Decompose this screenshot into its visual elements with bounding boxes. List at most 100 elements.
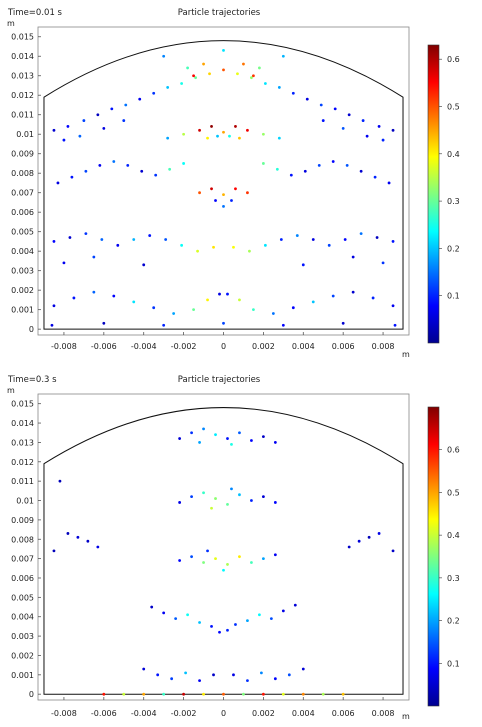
particle-point <box>222 48 225 52</box>
particle-point <box>303 169 307 173</box>
colorbar-tick-label: 0.1 <box>447 659 460 668</box>
domain-outline <box>43 40 404 330</box>
x-tick-label: -0.006 <box>91 342 117 351</box>
particle-point <box>277 136 281 140</box>
particle-point <box>190 431 193 435</box>
particle-point <box>142 692 146 696</box>
particle-point <box>122 692 126 696</box>
colorbar-tick-label: 0.2 <box>447 617 460 626</box>
particle-point <box>62 138 66 142</box>
particle-point <box>72 296 76 300</box>
y-tick-label: 0.003 <box>11 632 34 641</box>
particle-point <box>210 125 213 128</box>
particle-point <box>196 249 199 253</box>
y-tick-label: 0.004 <box>11 613 34 622</box>
x-unit-bottom: m <box>402 712 410 721</box>
particle-point <box>365 134 369 138</box>
particle-point <box>333 107 337 111</box>
y-tick-label: 0.009 <box>11 516 34 525</box>
particle-point <box>279 238 283 241</box>
particle-point <box>68 236 72 239</box>
colorbar-tick-label: 0.3 <box>447 197 460 206</box>
particle-point <box>52 128 56 132</box>
particle-point <box>367 535 371 539</box>
x-tick-label: 0.006 <box>332 342 355 351</box>
particle-point <box>92 255 96 259</box>
particle-point <box>381 261 385 265</box>
particle-point <box>331 294 335 298</box>
particle-point <box>210 625 213 628</box>
particle-point <box>56 181 60 185</box>
colorbar-tick-label: 0.4 <box>447 150 460 159</box>
particle-point <box>377 532 381 535</box>
particle-point <box>258 613 261 617</box>
particle-point <box>214 433 217 437</box>
particle-point <box>261 692 265 696</box>
particle-point <box>202 62 205 66</box>
particle-point <box>226 563 229 566</box>
particle-point <box>66 125 70 128</box>
particle-point <box>58 479 62 483</box>
particle-point <box>261 162 265 165</box>
y-tick-label: 0.001 <box>11 306 34 315</box>
particle-point <box>232 245 235 249</box>
particle-point <box>66 532 70 535</box>
particle-point <box>391 128 395 132</box>
particle-point <box>214 497 217 500</box>
particle-point <box>301 692 305 696</box>
x-tick-label: 0.002 <box>252 709 275 718</box>
particle-point <box>281 692 285 696</box>
particle-point <box>331 160 335 163</box>
y-tick-label: 0.006 <box>11 208 34 217</box>
particle-point <box>351 290 355 294</box>
particle-point <box>178 501 182 504</box>
x-tick-label: 0.008 <box>372 342 395 351</box>
particle-point <box>261 132 265 136</box>
particle-point <box>76 535 80 539</box>
x-tick-label: -0.008 <box>51 709 77 718</box>
particle-point <box>182 132 186 136</box>
particle-point <box>152 91 156 95</box>
particle-point <box>289 173 293 177</box>
particle-point <box>122 119 126 122</box>
particle-point <box>182 692 186 696</box>
particle-point <box>218 630 221 634</box>
particle-point <box>222 692 225 696</box>
particle-point <box>238 298 241 302</box>
particle-point <box>218 292 221 296</box>
particle-point <box>154 173 158 177</box>
x-tick-label: -0.004 <box>131 709 157 718</box>
x-tick-label: 0 <box>221 342 226 351</box>
particle-point <box>242 62 245 66</box>
particle-point <box>381 138 385 142</box>
particle-point <box>281 323 285 327</box>
particle-point <box>138 97 142 101</box>
particle-point <box>156 673 160 677</box>
particle-point <box>387 181 391 185</box>
particle-point <box>246 619 249 622</box>
particle-point <box>206 136 209 140</box>
particle-point <box>192 308 195 312</box>
particle-point <box>190 555 193 559</box>
colorbar-tick-label: 0.6 <box>447 446 460 455</box>
particle-point <box>172 312 176 315</box>
particle-point <box>184 671 188 675</box>
particle-point <box>180 243 184 247</box>
particle-point <box>277 86 281 89</box>
y-tick-label: 0.012 <box>11 458 34 467</box>
particle-point <box>391 549 395 553</box>
particle-point <box>148 234 152 237</box>
particle-point <box>152 306 156 310</box>
colorbar <box>427 44 440 344</box>
particle-point <box>50 323 54 327</box>
y-tick-label: 0.011 <box>11 477 34 486</box>
particle-point <box>341 321 345 325</box>
particle-point <box>214 557 217 561</box>
particle-point <box>291 306 295 310</box>
particle-point <box>202 491 205 495</box>
x-tick-label: 0.006 <box>332 709 355 718</box>
colorbar-tick-label: 0.5 <box>447 102 460 111</box>
particle-point <box>228 134 231 138</box>
particle-point <box>110 107 114 111</box>
